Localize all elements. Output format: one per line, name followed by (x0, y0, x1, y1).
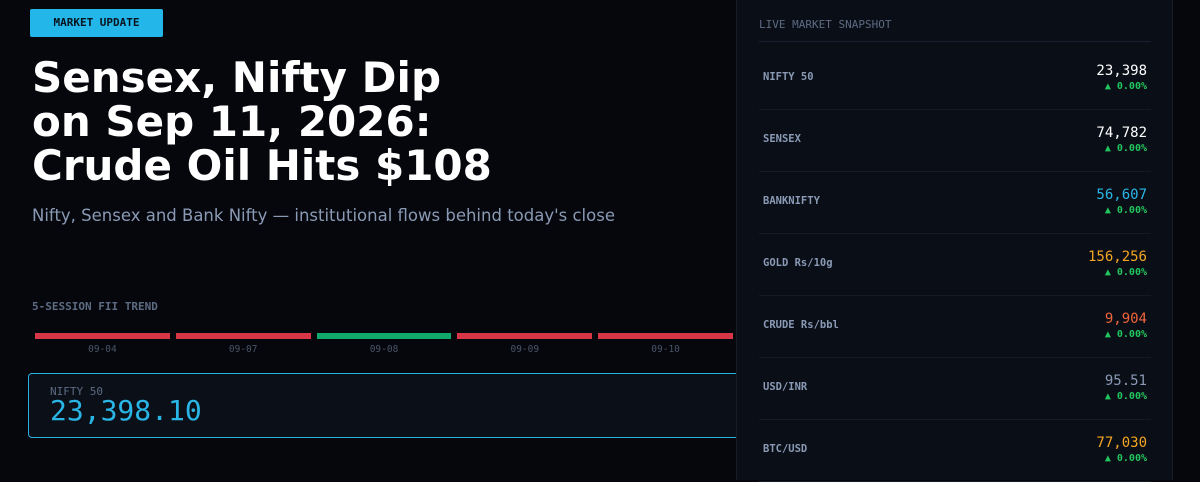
row-value: 56,607 (1096, 187, 1147, 203)
ticker-label: NIFTY 50 (50, 385, 103, 398)
row-value: 9,904 (1104, 311, 1147, 327)
session-bar (457, 333, 593, 339)
session: 09-08 (316, 333, 452, 355)
row-value: 95.51 (1104, 373, 1147, 389)
session: 09-07 (175, 333, 311, 355)
snapshot-row: BTC/USD 77,030 ▲ 0.00% (759, 419, 1151, 482)
session-date: 09-08 (369, 344, 399, 355)
row-label: USD/INR (763, 381, 808, 393)
rule (759, 41, 1151, 42)
row-change: ▲ 0.00% (1104, 329, 1147, 340)
session-bar (35, 333, 170, 339)
row-change: ▲ 0.00% (1104, 81, 1147, 92)
row-label: GOLD Rs/10g (763, 257, 833, 269)
trend: 09-04 09-07 09-08 09-09 09-10 (35, 333, 733, 355)
session-bar (175, 333, 311, 339)
session-bar (316, 333, 452, 339)
session-date: 09-10 (651, 344, 680, 355)
session-date: 09-07 (228, 344, 258, 355)
headline-line: on Sep 11, 2026: (32, 97, 432, 146)
session-date: 09-09 (510, 344, 540, 355)
snapshot-row: BANKNIFTY 56,607 ▲ 0.00% (759, 171, 1151, 234)
snapshot-row: CRUDE Rs/bbl 9,904 ▲ 0.00% (759, 295, 1151, 358)
row-value: 23,398 (1096, 63, 1147, 79)
row-value: 74,782 (1096, 125, 1147, 141)
ticker-value: 23,398.10 (50, 394, 202, 427)
row-label: CRUDE Rs/bbl (763, 319, 839, 331)
snapshot-row: GOLD Rs/10g 156,256 ▲ 0.00% (759, 233, 1151, 296)
ticker-box: NIFTY 50 23,398.10 (28, 373, 744, 438)
subtitle: Nifty, Sensex and Bank Nifty — instituti… (32, 206, 615, 225)
snapshot-title: LIVE MARKET SNAPSHOT (759, 18, 892, 31)
snapshot-row: NIFTY 50 23,398 ▲ 0.00% (759, 47, 1151, 110)
headline-line: Crude Oil Hits $108 (32, 141, 492, 190)
session: 09-09 (457, 333, 593, 355)
row-value: 77,030 (1096, 435, 1147, 451)
row-label: BANKNIFTY (763, 195, 820, 207)
row-change: ▲ 0.00% (1104, 143, 1147, 154)
row-label: BTC/USD (763, 443, 808, 455)
row-label: SENSEX (763, 133, 801, 145)
row-change: ▲ 0.00% (1104, 267, 1147, 278)
snapshot-panel: LIVE MARKET SNAPSHOT NIFTY 50 23,398 ▲ 0.0… (736, 0, 1173, 482)
row-value: 156,256 (1087, 249, 1147, 265)
row-change: ▲ 0.00% (1104, 453, 1147, 464)
headline-line: Sensex, Nifty Dip (32, 53, 442, 102)
row-change: ▲ 0.00% (1104, 205, 1147, 216)
snapshot-row: USD/INR 95.51 ▲ 0.00% (759, 357, 1151, 420)
session-date: 09-04 (88, 344, 117, 355)
headline: Sensex, Nifty Dip on Sep 11, 2026: Crude O… (32, 56, 732, 188)
row-label: NIFTY 50 (763, 71, 814, 83)
session: 09-10 (598, 333, 733, 355)
row-change: ▲ 0.00% (1104, 391, 1147, 402)
trend-title: 5-SESSION FII TREND (32, 300, 158, 313)
session: 09-04 (35, 333, 170, 355)
snapshot-row: SENSEX 74,782 ▲ 0.00% (759, 109, 1151, 172)
badge: MARKET UPDATE (30, 9, 163, 37)
session-bar (598, 333, 733, 339)
